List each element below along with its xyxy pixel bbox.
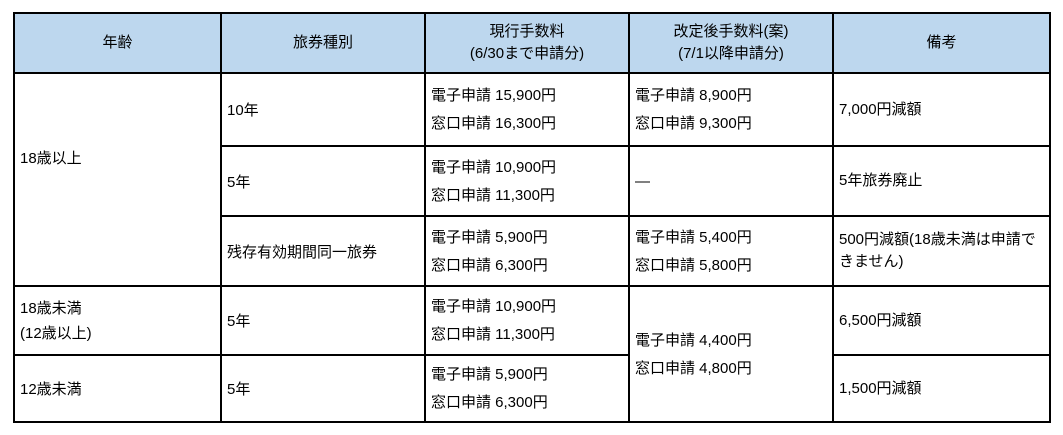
- cell-current-fee-adult-5y: 電子申請 10,900円 窓口申請 11,300円: [424, 145, 630, 217]
- current-fee-10y-counter: 窓口申請 16,300円: [431, 115, 557, 132]
- cell-type-adult-5y: 5年: [220, 145, 426, 217]
- header-row: 年齢 旅券種別 現行手数料 (6/30まで申請分) 改定後手数料(案) (7/1…: [13, 12, 1051, 74]
- row-under18: 18歳未満 (12歳以上) 5年 電子申請 10,900円 窓口申請 11,30…: [13, 285, 1051, 423]
- cell-age-18-and-over: 18歳以上: [13, 72, 222, 287]
- cell-revised-fee-10y: 電子申請 8,900円 窓口申請 9,300円: [628, 72, 834, 147]
- passport-fee-table: 年齢 旅券種別 現行手数料 (6/30まで申請分) 改定後手数料(案) (7/1…: [13, 12, 1051, 423]
- current-fee-adult-5y-counter: 窓口申請 11,300円: [431, 186, 555, 204]
- current-fee-10y-online: 電子申請 15,900円: [431, 87, 557, 104]
- revised-fee-minors-counter: 窓口申請 4,800円: [635, 359, 752, 377]
- cell-revised-fee-minors-merged: 電子申請 4,400円 窓口申請 4,800円: [628, 285, 834, 423]
- age-under18-line2: (12歳以上): [20, 324, 92, 342]
- revised-fee-same-validity-counter: 窓口申請 5,800円: [635, 256, 752, 274]
- header-age-label: 年齢: [102, 34, 133, 51]
- age-under18-line1: 18歳未満: [20, 299, 82, 317]
- current-fee-adult-5y-online: 電子申請 10,900円: [431, 158, 557, 176]
- current-fee-under12-counter: 窓口申請 6,300円: [431, 394, 548, 411]
- age-18-and-over-label: 18歳以上: [20, 150, 82, 167]
- cell-current-fee-same-validity: 電子申請 5,900円 窓口申請 6,300円: [424, 215, 630, 287]
- cell-revised-fee-adult-5y-none: ―: [628, 145, 834, 217]
- header-remarks-label: 備考: [926, 34, 957, 51]
- cell-current-fee-10y: 電子申請 15,900円 窓口申請 16,300円: [424, 72, 630, 147]
- current-fee-under12-online: 電子申請 5,900円: [431, 366, 548, 383]
- revised-fee-10y-counter: 窓口申請 9,300円: [635, 115, 752, 132]
- current-fee-same-validity-online: 電子申請 5,900円: [431, 228, 548, 246]
- cell-remark-under18: 6,500円減額: [832, 285, 1051, 356]
- header-revised-fee: 改定後手数料(案) (7/1以降申請分): [628, 12, 834, 74]
- cell-type-10y: 10年: [220, 72, 426, 147]
- cell-remark-same-validity: 500円減額(18歳未満は申請できません): [832, 215, 1051, 287]
- row-under12: 12歳未満 5年 電子申請 5,900円 窓口申請 6,300円 1,500円減…: [13, 354, 1051, 423]
- cell-remark-under12: 1,500円減額: [832, 354, 1051, 423]
- cell-current-fee-under12: 電子申請 5,900円 窓口申請 6,300円: [424, 354, 630, 423]
- current-fee-same-validity-counter: 窓口申請 6,300円: [431, 256, 548, 274]
- cell-remark-10y: 7,000円減額: [832, 72, 1051, 147]
- revised-fee-minors-online: 電子申請 4,400円: [635, 331, 752, 349]
- cell-age-under18: 18歳未満 (12歳以上): [13, 285, 222, 356]
- header-revised-fee-line1: 改定後手数料(案): [673, 23, 789, 40]
- cell-type-under12-5y: 5年: [220, 354, 426, 423]
- header-remarks: 備考: [832, 12, 1051, 74]
- cell-revised-fee-same-validity: 電子申請 5,400円 窓口申請 5,800円: [628, 215, 834, 287]
- header-current-fee-line2: (6/30まで申請分): [469, 45, 585, 62]
- cell-type-same-validity: 残存有効期間同一旅券: [220, 215, 426, 287]
- row-adult-10y: 18歳以上 10年 電子申請 15,900円 窓口申請 16,300円 電子申請…: [13, 72, 1051, 287]
- current-fee-under18-online: 電子申請 10,900円: [431, 298, 557, 315]
- cell-current-fee-under18: 電子申請 10,900円 窓口申請 11,300円: [424, 285, 630, 356]
- cell-type-under18-5y: 5年: [220, 285, 426, 356]
- revised-fee-10y-online: 電子申請 8,900円: [635, 87, 752, 104]
- row-adult-5y: 5年 電子申請 10,900円 窓口申請 11,300円 ― 5年旅券廃止: [14, 145, 1051, 217]
- cell-remark-adult-5y: 5年旅券廃止: [832, 145, 1051, 217]
- header-current-fee-line1: 現行手数料: [489, 23, 565, 40]
- header-current-fee: 現行手数料 (6/30まで申請分): [424, 12, 630, 74]
- header-passport-type-label: 旅券種別: [292, 34, 353, 51]
- header-age: 年齢: [13, 12, 222, 74]
- header-revised-fee-line2: (7/1以降申請分): [678, 45, 784, 62]
- passport-fee-table-container: 年齢 旅券種別 現行手数料 (6/30まで申請分) 改定後手数料(案) (7/1…: [13, 12, 1051, 423]
- cell-age-under12: 12歳未満: [13, 354, 222, 423]
- revised-fee-same-validity-online: 電子申請 5,400円: [635, 228, 752, 246]
- header-passport-type: 旅券種別: [220, 12, 426, 74]
- current-fee-under18-counter: 窓口申請 11,300円: [431, 326, 555, 343]
- row-adult-same-validity: 残存有効期間同一旅券 電子申請 5,900円 窓口申請 6,300円 電子申請 …: [14, 215, 1051, 287]
